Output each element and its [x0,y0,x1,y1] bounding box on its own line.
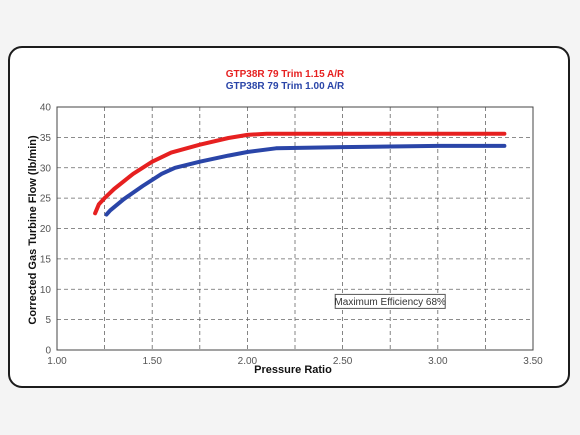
y-tick-labels: 0 5 10 15 20 25 30 35 40 [40,103,52,357]
chart-frame [8,46,570,388]
y-tick-label: 10 [40,285,52,296]
series-line-1 [93,131,507,216]
annotations: Maximum Efficiency 68% [334,293,446,309]
annotation-box [334,293,446,309]
y-tick-label: 35 [40,133,52,144]
x-tick-label: 3.50 [523,356,543,367]
plot-area [56,106,534,351]
series-line-2 [104,143,507,217]
legend-entry-1: GTP38R 79 Trim 1.15 A/R [226,69,345,80]
y-axis-title: Corrected Gas Turbine Flow (lb/min) [27,135,39,325]
x-tick-label: 1.50 [142,356,162,367]
y-tick-label: 5 [45,315,51,326]
annotation-label: Maximum Efficiency 68% [334,297,446,308]
legend-entry-2: GTP38R 79 Trim 1.00 A/R [226,81,345,92]
x-axis-title: Pressure Ratio [254,364,332,376]
x-tick-label: 2.50 [333,356,353,367]
y-tick-label: 40 [40,103,52,114]
x-tick-label: 2.00 [238,356,258,367]
y-tick-label: 20 [40,224,52,235]
y-tick-label: 0 [45,346,51,357]
y-tick-label: 15 [40,254,52,265]
y-tick-label: 25 [40,194,52,205]
series-lines [93,131,507,217]
x-tick-label: 3.00 [428,356,448,367]
y-tick-label: 30 [40,163,52,174]
grid [57,107,533,350]
x-tick-label: 1.00 [47,356,67,367]
x-tick-labels: 1.00 1.50 2.00 2.50 3.00 3.50 [47,356,543,367]
